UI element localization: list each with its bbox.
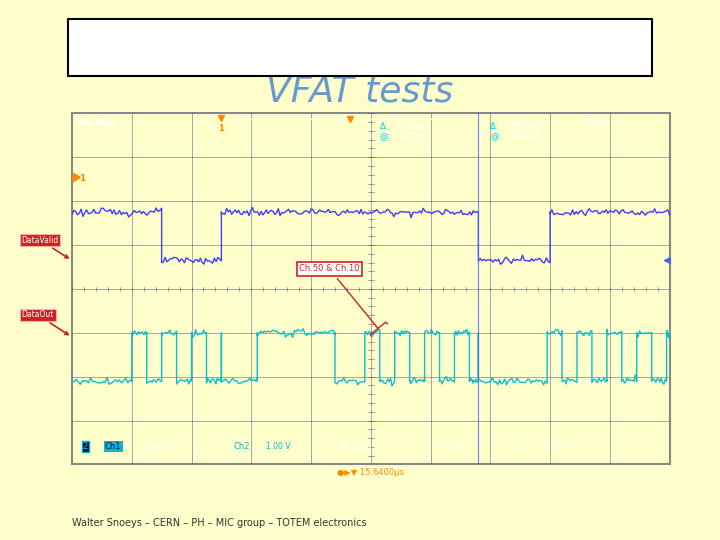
- Text: ∫: ∫: [523, 441, 529, 451]
- Text: Ch2: Ch2: [233, 442, 250, 451]
- Text: TOTEM: TOTEM: [83, 40, 147, 55]
- Text: DataOut: DataOut: [22, 310, 68, 335]
- Text: 1: 1: [79, 174, 86, 183]
- Text: Walter Snoeys – CERN – PH – MIC group – TOTEM electronics: Walter Snoeys – CERN – PH – MIC group – …: [72, 518, 366, 529]
- Text: @:: @:: [490, 132, 501, 141]
- Text: A  Ch1: A Ch1: [439, 442, 464, 451]
- Text: 18.7μs: 18.7μs: [397, 132, 426, 141]
- Text: 2: 2: [83, 442, 88, 451]
- Text: VFAT tests: VFAT tests: [266, 75, 454, 109]
- Text: Δ:: Δ:: [490, 122, 499, 131]
- Text: Tek Run: Tek Run: [77, 119, 114, 127]
- Text: 700mV: 700mV: [508, 132, 538, 141]
- Text: 1.00 V: 1.00 V: [266, 442, 291, 451]
- Text: Ch1: Ch1: [105, 442, 122, 451]
- Text: Ch.50 & Ch.10: Ch.50 & Ch.10: [299, 265, 387, 336]
- Text: 1: 1: [218, 124, 224, 133]
- Text: ●▶▼ 15.6400μs: ●▶▼ 15.6400μs: [338, 468, 404, 477]
- Text: @:: @:: [379, 132, 391, 141]
- Bar: [72, 113, 670, 464]
- Text: Total Cross Section, Elastic Scattering and Diffraction Dissociation at the LHC: Total Cross Section, Elastic Scattering …: [194, 43, 598, 52]
- Text: 40.0mV: 40.0mV: [508, 122, 541, 131]
- Text: 1.34 V: 1.34 V: [544, 442, 569, 451]
- Text: 1.00 V: 1.00 V: [147, 442, 171, 451]
- Text: 6.48μs: 6.48μs: [397, 122, 426, 131]
- Text: Trig'd: Trig'd: [586, 119, 608, 127]
- Text: Δ:: Δ:: [379, 122, 388, 131]
- Text: DataValid: DataValid: [22, 236, 68, 258]
- Text: M 1.00μs: M 1.00μs: [341, 442, 376, 451]
